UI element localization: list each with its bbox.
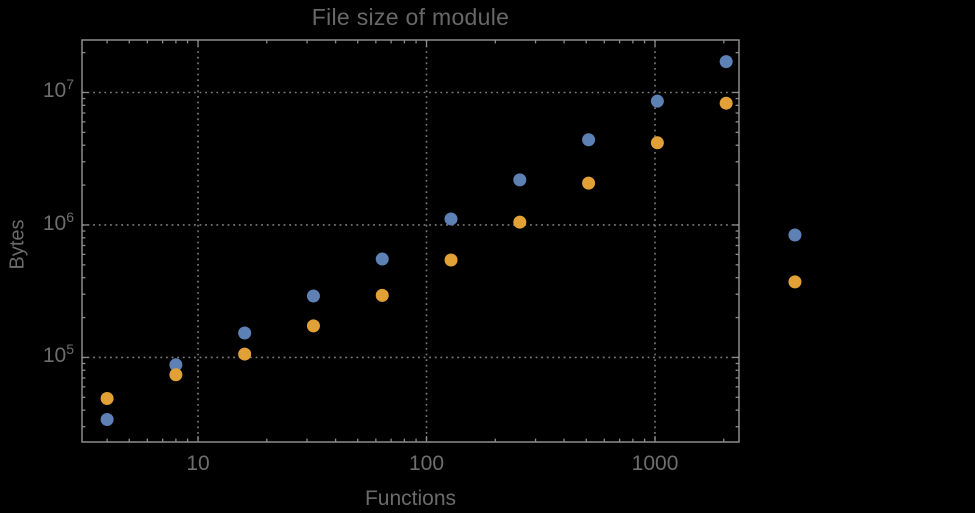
data-point-orange-series (238, 347, 252, 361)
plot-frame (81, 39, 740, 443)
plot-title: File size of module (311, 4, 510, 30)
data-point-blue-series (650, 94, 664, 108)
y-axis-title: Bytes (6, 219, 29, 270)
data-point-blue-series (788, 228, 802, 242)
data-point-orange-series (306, 319, 320, 333)
data-point-blue-series (582, 133, 596, 147)
x-axis-title: Functions (364, 487, 457, 510)
data-point-blue-series (238, 326, 252, 340)
data-point-blue-series (100, 413, 114, 427)
data-point-orange-series (650, 136, 664, 150)
x-tick-label: 100 (408, 452, 445, 475)
data-point-blue-series (444, 212, 458, 226)
y-tick-label: 107 (42, 76, 74, 103)
data-point-orange-series (788, 275, 802, 289)
data-point-orange-series (169, 368, 183, 382)
y-tick-label: 105 (42, 341, 74, 368)
data-point-blue-series (375, 252, 389, 266)
data-point-orange-series (513, 215, 527, 229)
x-tick-label: 10 (186, 452, 210, 475)
x-tick-label: 1000 (631, 452, 679, 475)
y-tick-label: 106 (42, 208, 74, 235)
data-point-orange-series (444, 253, 458, 267)
data-point-orange-series (582, 176, 596, 190)
data-point-orange-series (375, 288, 389, 302)
data-point-blue-series (513, 173, 527, 187)
data-point-blue-series (169, 358, 183, 372)
data-point-orange-series (100, 391, 114, 405)
data-point-orange-series (719, 96, 733, 110)
data-point-blue-series (719, 55, 733, 69)
data-point-blue-series (306, 289, 320, 303)
